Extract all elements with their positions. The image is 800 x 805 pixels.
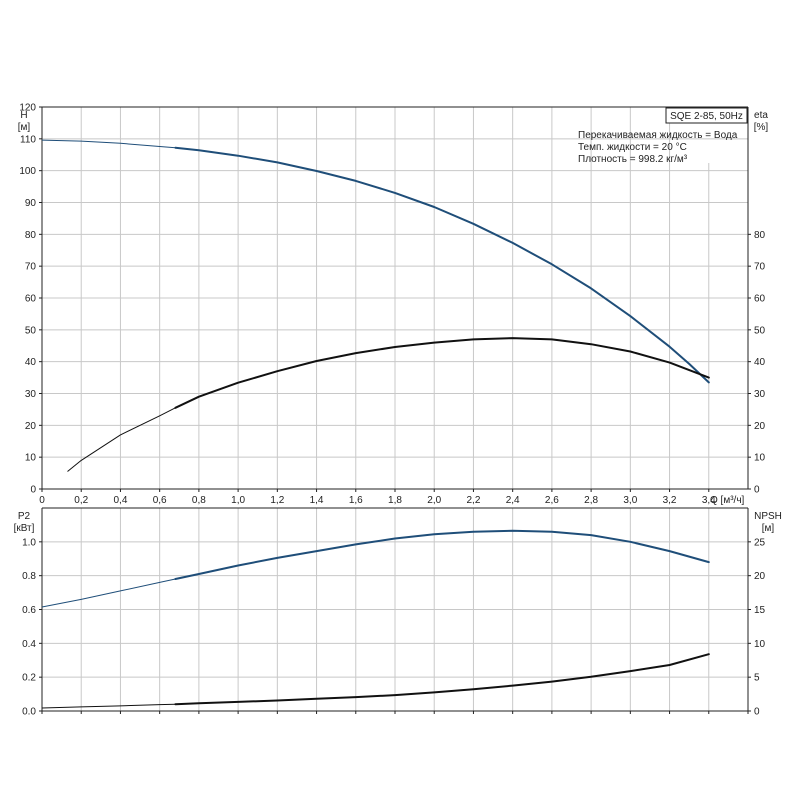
curve-head_curve xyxy=(174,146,710,384)
left-axis-tick-label: 70 xyxy=(25,262,37,273)
x-axis-tick-label: 2,0 xyxy=(427,495,441,506)
x-axis-tick-label: 0,2 xyxy=(74,495,88,506)
x-axis-tick-label: 1,8 xyxy=(388,495,402,506)
right-axis-tick-label: 10 xyxy=(754,453,766,464)
left-axis-tick-label: 110 xyxy=(20,134,36,145)
x-axis-title: Q [м³/ч] xyxy=(710,495,745,506)
top-left-axis-title-1: H xyxy=(20,110,27,121)
right-axis-tick-label: 20 xyxy=(754,571,766,582)
top-right-axis-title-2: [%] xyxy=(754,122,769,133)
curve-npsh_curve xyxy=(174,653,710,706)
model-box xyxy=(665,107,748,124)
curve-eta_curve xyxy=(174,337,710,409)
left-axis-tick-label: 60 xyxy=(25,294,37,305)
left-axis-tick-label: 1.0 xyxy=(22,537,36,548)
x-axis-tick-label: 1,6 xyxy=(349,495,363,506)
x-axis-tick-label: 1,4 xyxy=(310,495,324,506)
curve-npsh_curve-extrapolated xyxy=(41,703,176,709)
series-layer xyxy=(41,139,710,709)
left-axis-tick-label: 50 xyxy=(25,325,37,336)
info-line-density: Плотность = 998.2 кг/м³ xyxy=(578,154,688,165)
left-axis-tick-label: 30 xyxy=(25,389,37,400)
left-axis-tick-label: 120 xyxy=(19,103,36,114)
left-axis-tick-label: 40 xyxy=(25,357,37,368)
x-axis-tick-label: 1,2 xyxy=(270,495,284,506)
x-axis-tick-label: 0,4 xyxy=(113,495,127,506)
info-line-medium: Перекачиваемая жидкость = Вода xyxy=(578,130,738,141)
right-axis-tick-label: 0 xyxy=(754,485,760,496)
left-axis-tick-label: 90 xyxy=(25,198,37,209)
tick-label-layer: 0102030405060708090100110120010203040506… xyxy=(19,103,765,718)
curve-head_curve-extrapolated xyxy=(41,139,176,149)
right-axis-tick-label: 0 xyxy=(754,707,760,718)
x-axis-tick-label: 3,0 xyxy=(623,495,637,506)
left-axis-tick-label: 0.8 xyxy=(22,571,36,582)
left-axis-tick-label: 20 xyxy=(25,421,37,432)
model-label: SQE 2-85, 50Hz xyxy=(670,111,743,122)
right-axis-tick-label: 20 xyxy=(754,421,766,432)
x-axis-tick-label: 0,6 xyxy=(153,495,167,506)
right-axis-tick-label: 5 xyxy=(754,673,760,684)
top-left-axis-title-2: [м] xyxy=(18,122,31,133)
x-axis-tick-label: 0 xyxy=(39,495,45,506)
left-axis-tick-label: 10 xyxy=(25,453,37,464)
right-axis-tick-label: 60 xyxy=(754,294,766,305)
right-axis-tick-label: 15 xyxy=(754,605,766,616)
left-axis-tick-label: 100 xyxy=(19,166,36,177)
x-axis-tick-label: 2,8 xyxy=(584,495,598,506)
right-axis-tick-label: 30 xyxy=(754,389,766,400)
right-axis-tick-label: 10 xyxy=(754,639,766,650)
x-axis-tick-label: 3,2 xyxy=(663,495,677,506)
x-axis-tick-label: 2,4 xyxy=(506,495,520,506)
curve-p2_curve-extrapolated xyxy=(41,578,176,608)
left-axis-tick-label: 0 xyxy=(30,485,36,496)
x-axis-tick-label: 0,8 xyxy=(192,495,206,506)
bottom-left-axis-title-1: P2 xyxy=(18,511,31,522)
right-axis-tick-label: 40 xyxy=(754,357,766,368)
left-axis-tick-label: 0.6 xyxy=(22,605,36,616)
x-axis-tick-label: 2,6 xyxy=(545,495,559,506)
left-axis-tick-label: 0.0 xyxy=(22,707,36,718)
curve-eta_curve-extrapolated xyxy=(67,407,176,472)
bottom-right-axis-title-2: [м] xyxy=(762,523,775,534)
left-axis-tick-label: 0.2 xyxy=(22,673,36,684)
top-right-axis-title-1: eta xyxy=(754,110,768,121)
x-axis-tick-label: 1,0 xyxy=(231,495,245,506)
x-axis-tick-label: 3,4 xyxy=(702,495,716,506)
right-axis-tick-label: 25 xyxy=(754,537,766,548)
right-axis-tick-label: 50 xyxy=(754,325,766,336)
left-axis-tick-label: 0.4 xyxy=(22,639,36,650)
bottom-right-axis-title-1: NPSH xyxy=(754,511,782,522)
bottom-left-axis-title-2: [кВт] xyxy=(14,523,35,534)
label-layer: SQE 2-85, 50Hz Перекачиваемая жидкость =… xyxy=(14,107,782,534)
x-axis-tick-label: 2,2 xyxy=(466,495,480,506)
right-axis-tick-label: 70 xyxy=(754,262,766,273)
grid-layer xyxy=(41,106,749,712)
curve-p2_curve xyxy=(174,529,710,580)
left-axis-tick-label: 80 xyxy=(25,230,37,241)
info-line-temperature: Темп. жидкости = 20 °C xyxy=(578,142,687,153)
right-axis-tick-label: 80 xyxy=(754,230,766,241)
